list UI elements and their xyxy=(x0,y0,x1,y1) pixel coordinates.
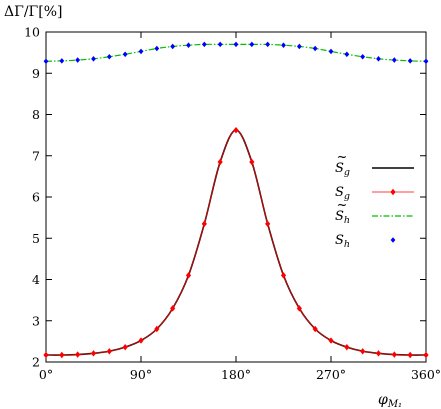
data-point xyxy=(328,48,334,55)
legend-item-s-h-tilde: Sh~ xyxy=(335,198,414,226)
data-point xyxy=(407,58,413,64)
data-point xyxy=(75,57,81,63)
data-point xyxy=(376,56,381,62)
legend-item-s-h: Sh xyxy=(335,233,396,250)
data-point xyxy=(296,43,302,50)
data-point xyxy=(43,351,49,359)
data-point xyxy=(344,343,350,351)
y-tick-label: 2 xyxy=(32,355,40,370)
data-point xyxy=(217,41,223,48)
legend-label: Sg xyxy=(335,185,350,202)
y-tick-label: 5 xyxy=(32,231,40,246)
y-tick-label: 3 xyxy=(32,313,40,328)
data-point xyxy=(233,126,239,134)
data-point xyxy=(233,41,239,48)
data-point xyxy=(122,51,128,58)
legend-label: Sg xyxy=(335,161,350,178)
data-point xyxy=(59,351,65,359)
data-point xyxy=(312,325,318,333)
ticks: 0° 90° 180° 270° 360° 2 3 4 5 6 7 8 9 10 xyxy=(24,25,441,383)
data-point xyxy=(122,343,128,351)
y-tick-label: 10 xyxy=(24,25,40,40)
data-point xyxy=(185,272,192,279)
series-s-g-tilde xyxy=(45,129,427,356)
tilde-mark: ~ xyxy=(337,198,348,213)
x-tick-label: 180° xyxy=(221,367,251,382)
data-point xyxy=(91,56,96,62)
data-point xyxy=(391,351,397,358)
data-point xyxy=(43,58,49,65)
data-point xyxy=(360,348,366,355)
data-point xyxy=(249,41,255,48)
y-tick-label: 6 xyxy=(32,190,40,205)
data-point xyxy=(170,305,176,312)
y-tick-label: 7 xyxy=(32,148,40,163)
axes xyxy=(45,31,427,363)
tilde-mark: ~ xyxy=(337,150,348,165)
x-tick-label: 90° xyxy=(130,367,152,382)
data-point xyxy=(75,351,81,358)
y-tick-label: 8 xyxy=(32,107,40,122)
plot-frame xyxy=(45,31,427,363)
legend-sample-marker xyxy=(390,188,396,196)
legend-label: Sh xyxy=(335,233,350,250)
data-point xyxy=(265,220,271,228)
data-point xyxy=(154,325,160,333)
x-axis-label: φM₁ xyxy=(378,392,402,409)
data-point xyxy=(138,48,144,55)
data-point xyxy=(154,45,160,52)
data-point xyxy=(391,57,397,63)
x-axis-label-main: φ xyxy=(378,392,388,408)
y-tick-label: 9 xyxy=(32,66,40,81)
data-point xyxy=(249,158,255,166)
legend-sample-marker xyxy=(390,237,396,243)
y-tick-label: 4 xyxy=(32,272,40,287)
data-point xyxy=(265,41,271,48)
data-point xyxy=(186,42,191,48)
data-point xyxy=(201,220,207,228)
x-axis-label-sub: M₁ xyxy=(387,399,402,409)
x-tick-label: 0° xyxy=(39,367,53,382)
data-point xyxy=(423,351,429,359)
series-s-h xyxy=(43,41,429,65)
x-tick-label: 360° xyxy=(411,367,441,382)
data-point xyxy=(280,272,287,279)
data-point xyxy=(344,51,350,58)
data-point xyxy=(90,350,97,357)
data-point xyxy=(106,53,112,60)
data-point xyxy=(201,41,207,48)
data-point xyxy=(170,43,176,50)
data-point xyxy=(360,53,366,60)
series-layer xyxy=(43,41,429,359)
legend-item-s-g: Sg xyxy=(335,185,414,202)
data-point xyxy=(423,58,429,65)
y-axis-label: ΔΓ/Γ[%] xyxy=(4,4,62,20)
data-point xyxy=(217,158,223,166)
series-line xyxy=(45,129,427,356)
data-point xyxy=(106,348,112,355)
data-point xyxy=(312,45,318,52)
series-s-g xyxy=(43,126,429,359)
data-point xyxy=(375,350,382,357)
x-tick-label: 270° xyxy=(316,367,346,382)
data-point xyxy=(328,337,334,344)
legend-item-s-g-tilde: Sg~ xyxy=(335,150,414,178)
data-point xyxy=(296,305,302,312)
legend-label: Sh xyxy=(335,209,350,226)
data-point xyxy=(281,42,286,48)
data-point xyxy=(59,58,65,64)
series-line xyxy=(45,129,427,356)
data-point xyxy=(138,337,144,344)
data-point xyxy=(407,351,413,359)
